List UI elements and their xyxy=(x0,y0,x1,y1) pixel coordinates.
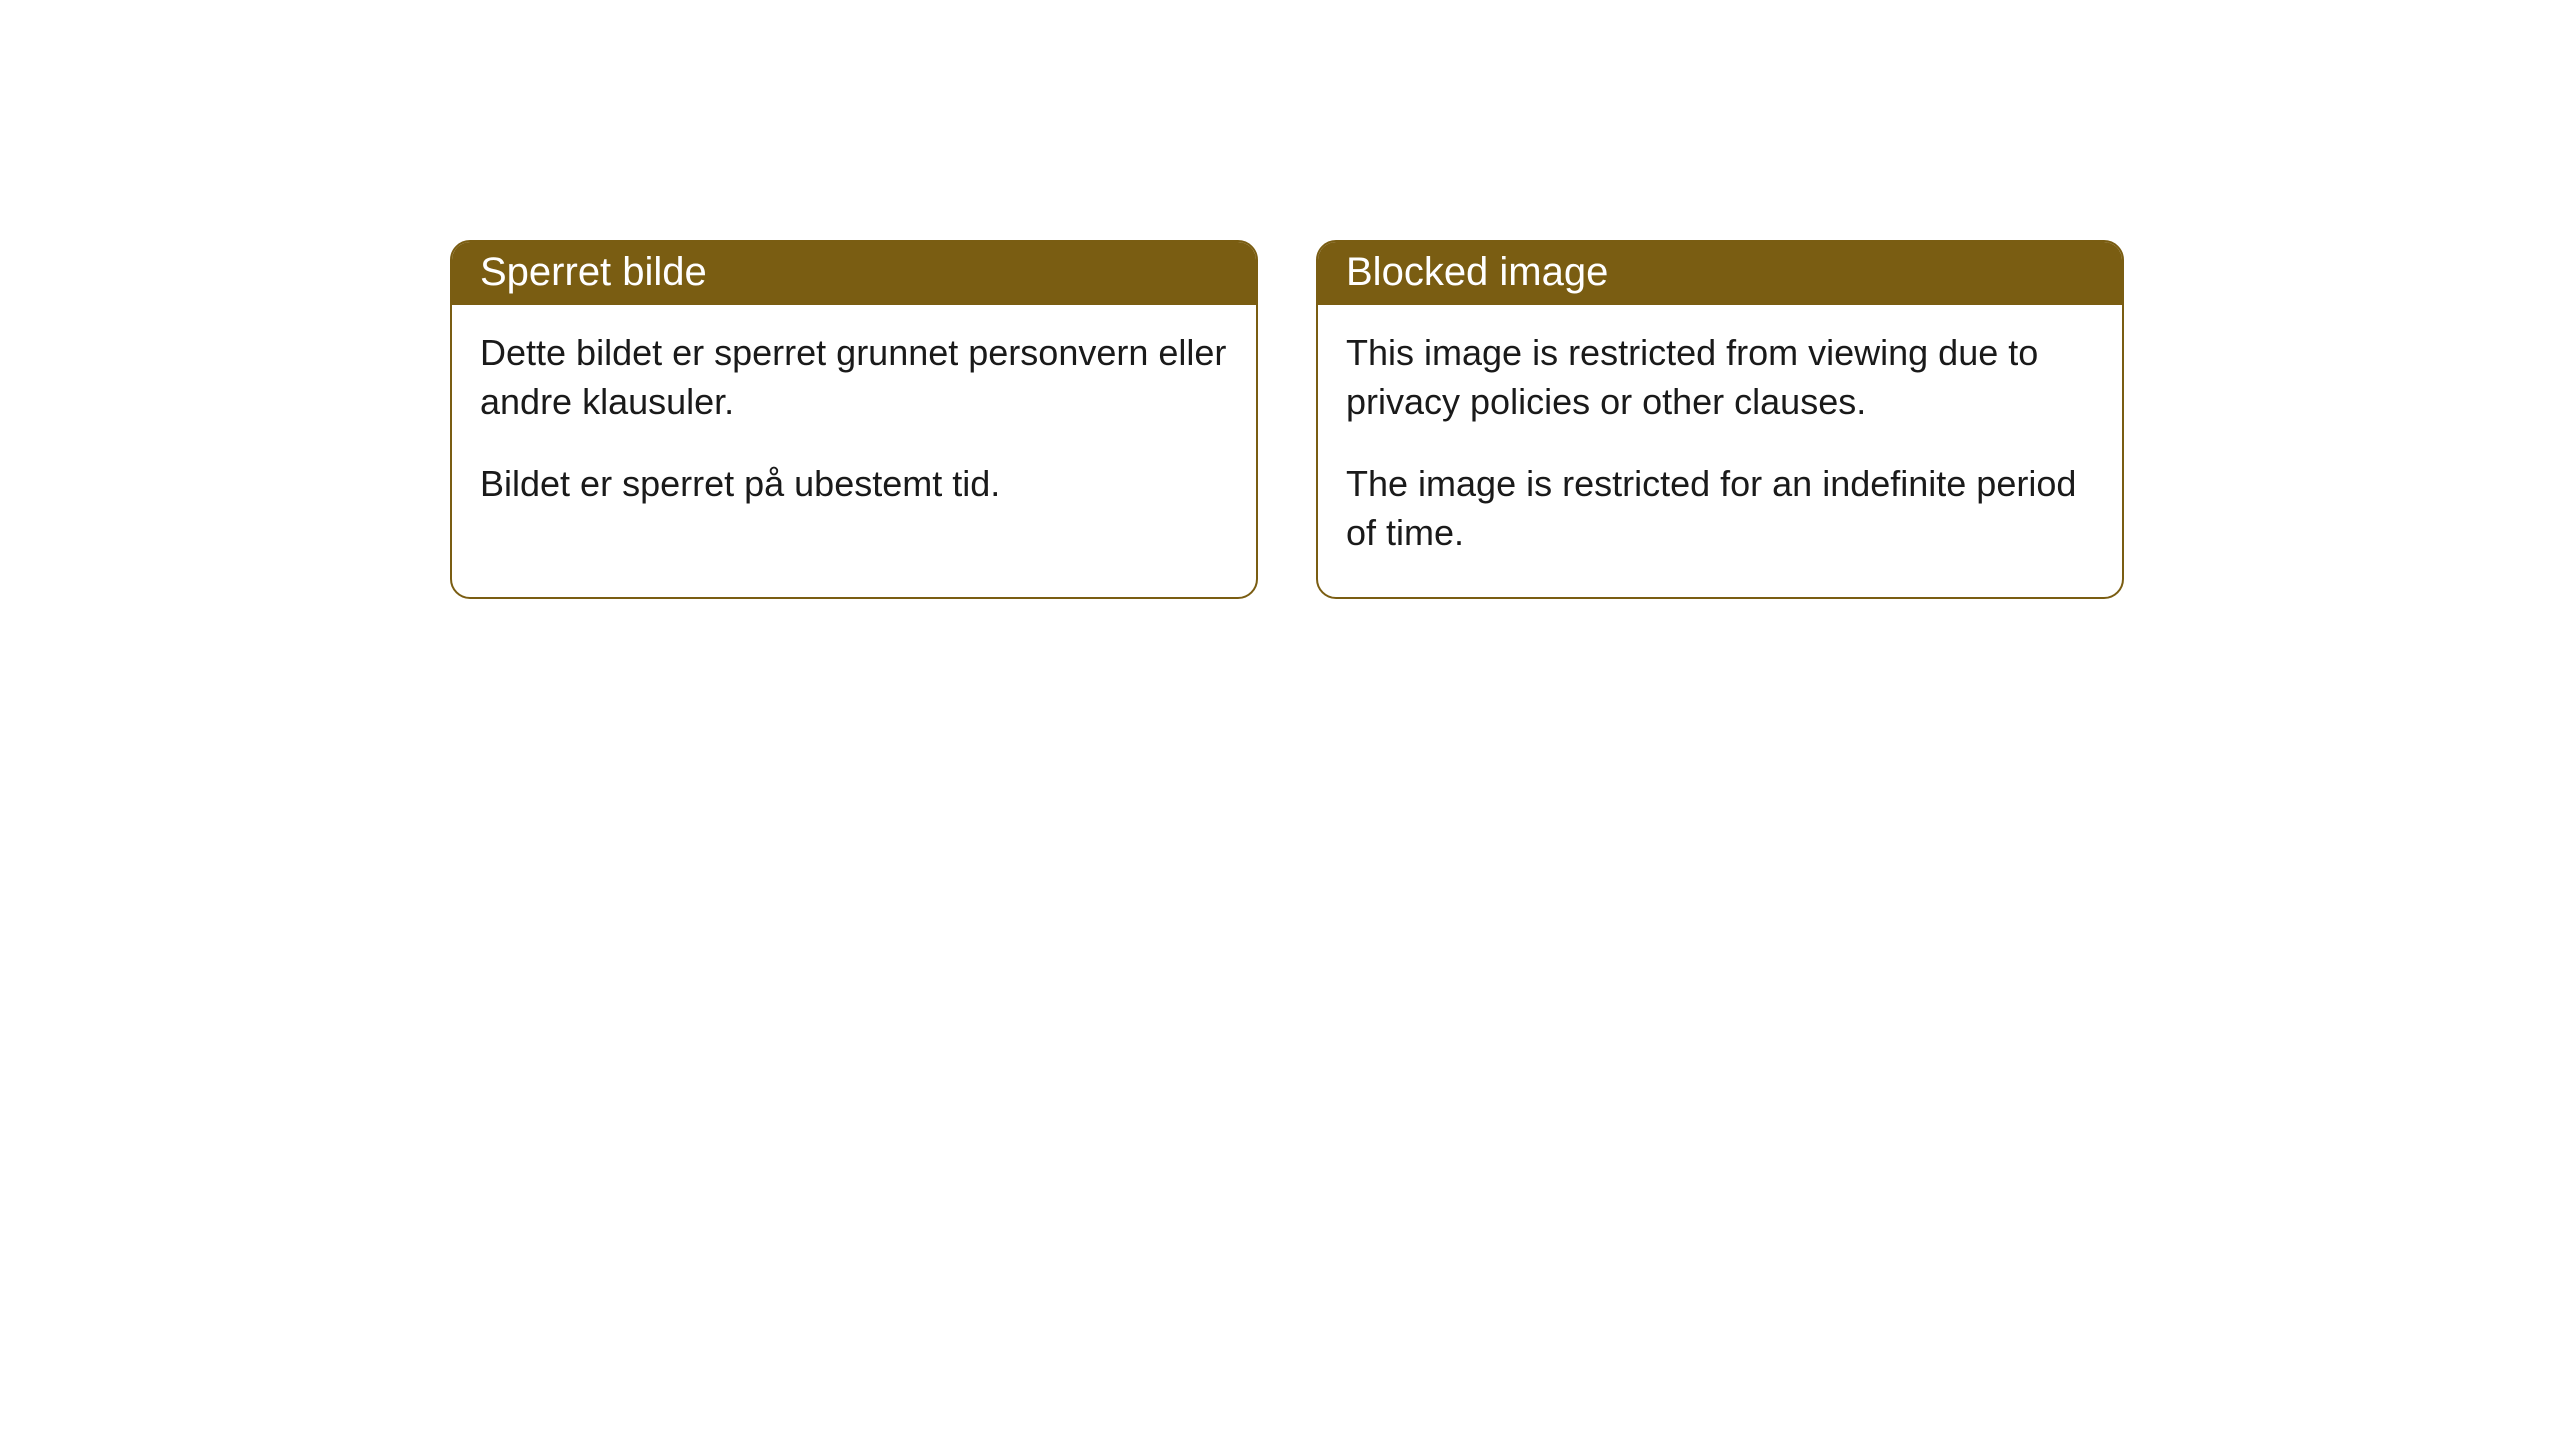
card-title: Blocked image xyxy=(1346,250,1608,294)
card-body-english: This image is restricted from viewing du… xyxy=(1318,305,2122,597)
card-body-norwegian: Dette bildet er sperret grunnet personve… xyxy=(452,305,1256,549)
card-paragraph: The image is restricted for an indefinit… xyxy=(1346,460,2094,557)
card-header-norwegian: Sperret bilde xyxy=(452,242,1256,305)
notice-card-norwegian: Sperret bilde Dette bildet er sperret gr… xyxy=(450,240,1258,599)
card-paragraph: Dette bildet er sperret grunnet personve… xyxy=(480,329,1228,426)
card-header-english: Blocked image xyxy=(1318,242,2122,305)
notice-cards-container: Sperret bilde Dette bildet er sperret gr… xyxy=(450,240,2124,599)
card-title: Sperret bilde xyxy=(480,250,707,294)
notice-card-english: Blocked image This image is restricted f… xyxy=(1316,240,2124,599)
card-paragraph: This image is restricted from viewing du… xyxy=(1346,329,2094,426)
card-paragraph: Bildet er sperret på ubestemt tid. xyxy=(480,460,1228,509)
